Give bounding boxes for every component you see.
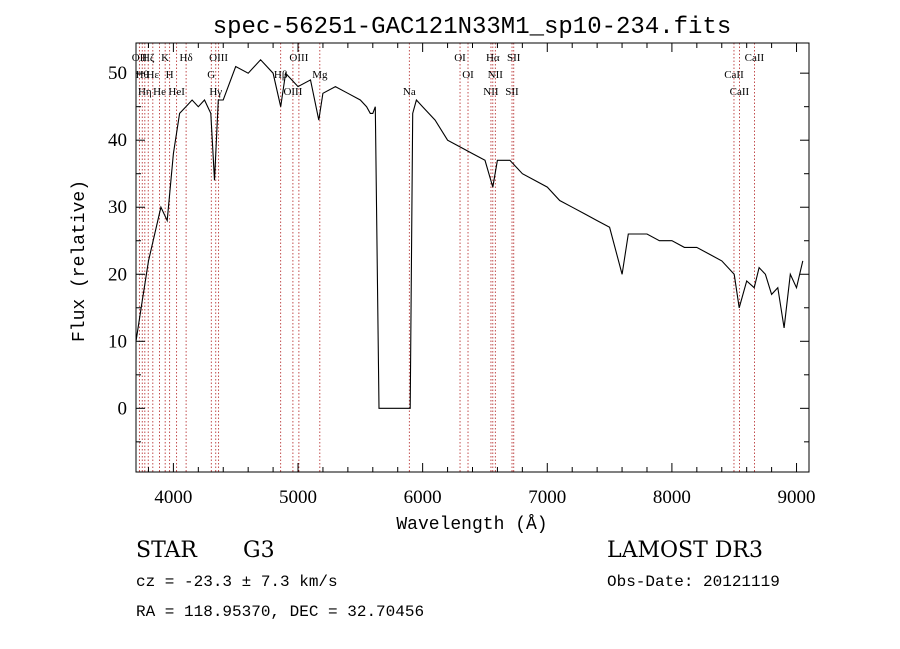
line-label-15: OIII <box>289 52 308 64</box>
line-label-26: CaII <box>730 86 750 98</box>
line-label-22: NII <box>488 69 504 81</box>
redshift-value: cz = -23.3 ± 7.3 km/s <box>136 573 338 591</box>
line-label-1: Hθ <box>136 69 149 81</box>
line-label-25: CaII <box>724 69 744 81</box>
x-tick-label-4: 8000 <box>653 487 691 508</box>
y-axis-label: Flux (relative) <box>70 180 90 342</box>
x-tick-label-5: 9000 <box>778 487 816 508</box>
line-label-23: SII <box>505 86 519 98</box>
line-label-5: He <box>153 86 166 98</box>
line-label-17: Na <box>403 86 416 98</box>
line-label-11: Hγ <box>209 86 222 98</box>
line-label-21: Hα <box>486 52 500 64</box>
spectral-line-markers <box>138 43 755 472</box>
chart-title: spec-56251-GAC121N33M1_sp10-234.fits <box>213 14 731 41</box>
x-tick-label-1: 5000 <box>279 487 317 508</box>
y-tick-label-0: 0 <box>118 398 128 419</box>
y-tick-label-5: 50 <box>108 63 127 84</box>
x-axis-label: Wavelength (Å) <box>396 514 547 535</box>
object-class: STAR <box>136 538 197 563</box>
line-label-27: CaII <box>745 52 765 64</box>
line-label-4: Hε <box>147 69 160 81</box>
coordinates: RA = 118.95370, DEC = 32.70456 <box>136 603 425 621</box>
x-tick-label-0: 4000 <box>154 487 192 508</box>
survey-name: LAMOST DR3 <box>607 538 763 563</box>
y-tick-label-4: 40 <box>108 130 127 151</box>
line-label-18: OI <box>454 52 466 64</box>
line-labels: OIIHθHηHζHεHeKHHeIHδGHγOIIIHβOIIIOIIIMgN… <box>132 52 765 98</box>
line-label-3: Hζ <box>142 52 155 64</box>
x-tick-label-2: 6000 <box>404 487 442 508</box>
y-tick-label-2: 20 <box>108 264 127 285</box>
line-label-8: HeI <box>168 86 185 98</box>
spectral-subclass: G3 <box>243 538 275 563</box>
line-label-2: Hη <box>138 86 152 98</box>
line-label-20: NII <box>483 86 499 98</box>
y-tick-label-1: 10 <box>108 331 127 352</box>
line-label-24: SII <box>507 52 521 64</box>
line-label-9: Hδ <box>180 52 193 64</box>
line-label-6: K <box>161 52 169 64</box>
line-label-12: OIII <box>209 52 228 64</box>
y-axis-ticks: 0 10 20 30 40 50 <box>108 63 809 443</box>
line-label-7: H <box>166 69 174 81</box>
y-tick-label-3: 30 <box>108 197 127 218</box>
flux-series-line <box>135 58 804 409</box>
line-label-10: G <box>207 69 215 81</box>
x-tick-label-3: 7000 <box>528 487 566 508</box>
line-label-19: OI <box>462 69 474 81</box>
line-label-14: OIII <box>283 86 302 98</box>
x-axis-ticks: 4000 5000 6000 7000 8000 9000 <box>147 43 816 508</box>
observation-date: Obs-Date: 20121119 <box>607 573 780 591</box>
line-label-16: Mg <box>312 69 328 81</box>
plot-frame <box>135 42 810 473</box>
